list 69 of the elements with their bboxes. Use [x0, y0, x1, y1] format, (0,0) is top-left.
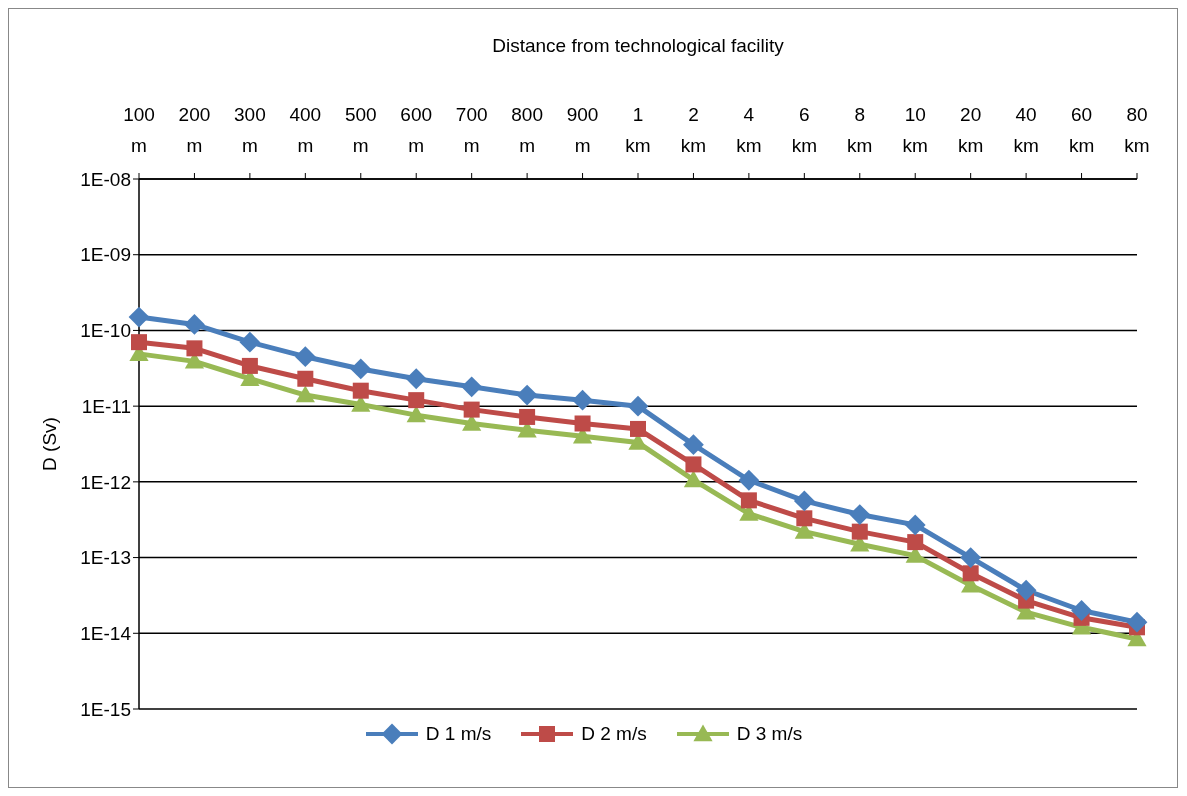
x-tick-label: 8 km	[847, 104, 873, 156]
x-tick-label: 100 m	[123, 104, 155, 156]
x-tick-label: 6 km	[791, 104, 817, 156]
point	[350, 358, 372, 380]
point	[793, 490, 815, 512]
y-tick-label: 1E-11	[81, 395, 131, 417]
y-tick-label: 1E-08	[80, 168, 131, 190]
x-tick-label: 700 m	[455, 104, 488, 156]
x-tick-label: 2 km	[680, 104, 707, 156]
point	[461, 376, 483, 398]
point	[627, 395, 649, 417]
point	[738, 469, 760, 491]
point	[683, 434, 704, 456]
point	[849, 504, 871, 525]
y-tick-label: 1E-10	[80, 320, 131, 342]
y-axis-title: D (Sv)	[38, 417, 60, 471]
x-tick-label: 400 m	[289, 104, 322, 156]
x-tick-label: 1 km	[625, 104, 651, 156]
point	[796, 510, 813, 527]
point	[574, 415, 591, 432]
x-tick-label: 4 km	[736, 104, 762, 156]
point	[572, 389, 593, 411]
y-tick-label: 1E-14	[80, 623, 132, 645]
x-tick-label: 500 m	[344, 104, 377, 156]
point	[685, 456, 702, 473]
legend-label: D 3 m/s	[736, 723, 803, 745]
point	[295, 385, 315, 403]
x-tick-label: 200 m	[178, 104, 211, 156]
x-tick-label: 900 m	[566, 104, 599, 156]
point	[352, 382, 369, 399]
y-tick-label: 1E-09	[80, 244, 131, 266]
x-tick-label: 800 m	[511, 104, 543, 156]
point	[294, 346, 316, 368]
point	[405, 368, 427, 390]
x-tick-label: 60 km	[1068, 104, 1095, 156]
point	[241, 357, 258, 374]
point	[131, 334, 147, 351]
point	[962, 565, 979, 582]
legend-label: D 2 m/s	[581, 723, 647, 745]
point	[630, 420, 646, 437]
point	[851, 523, 868, 540]
point	[184, 314, 205, 335]
point	[463, 401, 480, 418]
y-tick-label: 1E-12	[80, 471, 131, 493]
legend-label: D 1 m/s	[425, 723, 492, 745]
point	[907, 534, 924, 551]
point	[239, 331, 261, 353]
point	[1126, 611, 1148, 633]
point	[960, 547, 982, 568]
y-tick-label: 1E-13	[80, 547, 131, 569]
x-tick-label: 600 m	[400, 104, 433, 156]
x-tick-label: 40 km	[1013, 104, 1039, 156]
x-tick-label: 300 m	[234, 104, 266, 156]
point	[1015, 579, 1037, 601]
point	[683, 470, 704, 488]
point	[406, 405, 426, 423]
point	[1071, 600, 1092, 621]
point	[186, 340, 203, 357]
point	[516, 384, 538, 406]
point	[408, 392, 425, 409]
point	[904, 514, 926, 536]
x-tick-label: 20 km	[958, 104, 984, 156]
x-tick-label: 80 km	[1124, 104, 1150, 156]
point	[519, 408, 536, 425]
y-tick-label: 1E-15	[80, 698, 131, 720]
x-axis-title: Distance from technological facility	[492, 35, 785, 57]
point	[740, 492, 757, 509]
x-tick-label: 10 km	[902, 104, 928, 156]
point	[297, 370, 314, 387]
